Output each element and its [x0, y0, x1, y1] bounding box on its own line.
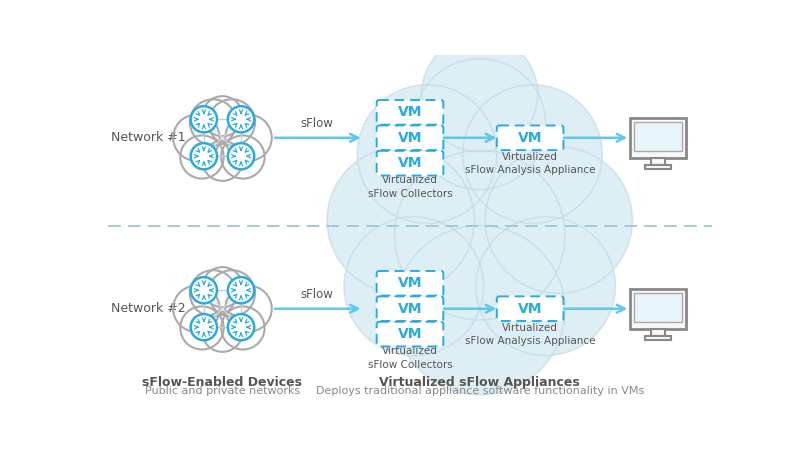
Text: sFlow: sFlow [301, 288, 334, 301]
Circle shape [228, 277, 254, 303]
Circle shape [344, 217, 484, 355]
Circle shape [422, 36, 538, 152]
FancyBboxPatch shape [630, 288, 686, 329]
Circle shape [394, 151, 565, 320]
Circle shape [202, 267, 242, 307]
Circle shape [190, 314, 217, 340]
Circle shape [190, 270, 237, 316]
Circle shape [228, 143, 254, 169]
Circle shape [190, 99, 237, 146]
Circle shape [173, 286, 220, 332]
Circle shape [226, 115, 272, 161]
Text: Virtualized sFlow Appliances: Virtualized sFlow Appliances [379, 376, 580, 389]
Circle shape [190, 106, 217, 132]
FancyBboxPatch shape [497, 126, 563, 150]
Circle shape [190, 277, 217, 303]
Bar [645, 166, 671, 169]
Circle shape [180, 136, 224, 178]
Text: Virtualized
sFlow Collectors: Virtualized sFlow Collectors [368, 346, 452, 369]
Bar [651, 329, 665, 336]
FancyBboxPatch shape [377, 296, 443, 321]
Text: Network #2: Network #2 [111, 302, 186, 315]
Text: VM: VM [398, 106, 422, 119]
FancyBboxPatch shape [377, 100, 443, 125]
Text: VM: VM [398, 302, 422, 316]
Circle shape [222, 136, 265, 178]
FancyBboxPatch shape [377, 271, 443, 296]
FancyBboxPatch shape [634, 293, 682, 322]
FancyBboxPatch shape [634, 121, 682, 151]
Text: VM: VM [398, 327, 422, 341]
Circle shape [226, 286, 272, 332]
Circle shape [202, 312, 242, 352]
Text: Deploys traditional appliance software functionality in VMs: Deploys traditional appliance software f… [316, 386, 644, 396]
Text: Public and private networks: Public and private networks [145, 386, 300, 396]
Circle shape [485, 147, 633, 293]
Text: Virtualized
sFlow Analysis Appliance: Virtualized sFlow Analysis Appliance [465, 152, 595, 175]
Circle shape [462, 85, 602, 223]
Circle shape [358, 85, 497, 223]
Text: Virtualized
sFlow Collectors: Virtualized sFlow Collectors [368, 176, 452, 199]
FancyBboxPatch shape [497, 296, 563, 321]
Circle shape [327, 147, 474, 293]
Circle shape [190, 143, 217, 169]
Circle shape [180, 306, 224, 349]
FancyBboxPatch shape [377, 126, 443, 150]
Circle shape [202, 96, 242, 136]
Circle shape [222, 306, 265, 349]
Circle shape [173, 115, 220, 161]
Text: sFlow: sFlow [301, 117, 334, 130]
Text: Network #1: Network #1 [111, 131, 186, 144]
FancyBboxPatch shape [377, 151, 443, 176]
Circle shape [202, 141, 242, 181]
Text: VM: VM [398, 156, 422, 170]
Bar [651, 158, 665, 166]
Text: VM: VM [398, 276, 422, 290]
Circle shape [209, 270, 255, 316]
Text: Virtualized
sFlow Analysis Appliance: Virtualized sFlow Analysis Appliance [465, 323, 595, 346]
Circle shape [209, 99, 255, 146]
Text: VM: VM [518, 131, 542, 145]
Circle shape [476, 217, 615, 355]
Bar [645, 336, 671, 340]
Circle shape [228, 106, 254, 132]
Text: VM: VM [398, 131, 422, 145]
FancyBboxPatch shape [630, 118, 686, 158]
Circle shape [414, 59, 546, 189]
Text: sFlow-Enabled Devices: sFlow-Enabled Devices [142, 376, 302, 389]
Circle shape [394, 226, 565, 395]
FancyBboxPatch shape [377, 322, 443, 346]
Text: VM: VM [518, 302, 542, 316]
Circle shape [228, 314, 254, 340]
